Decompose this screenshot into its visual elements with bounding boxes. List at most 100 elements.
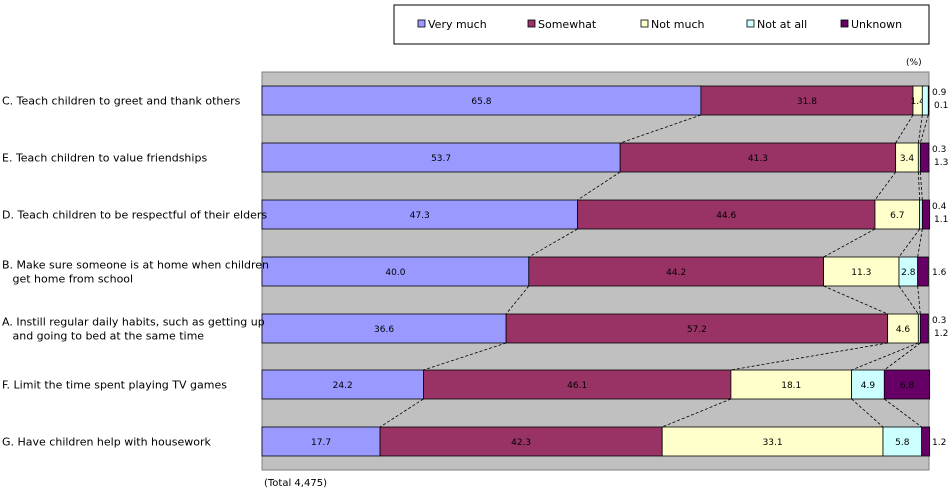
connector-line <box>898 285 919 315</box>
category-label: and going to bed at the same time <box>2 330 204 343</box>
category-label: B. Make sure someone is at home when chi… <box>2 259 269 272</box>
bar-segment-unknown <box>919 313 929 344</box>
data-label: 53.7 <box>431 154 451 164</box>
connector-line <box>884 342 921 371</box>
data-label: 40.0 <box>385 268 405 278</box>
outside-data-label: 1.6 <box>932 268 947 278</box>
outside-data-label: 0.4 <box>932 202 947 212</box>
bar-segment-very-much <box>261 85 702 116</box>
connector-line <box>662 398 732 428</box>
connector-line <box>423 342 507 371</box>
connector-line <box>895 114 914 144</box>
connector-line <box>823 285 888 315</box>
bar-segment-unknown <box>917 256 929 287</box>
bar-segment-not-at-all <box>919 199 923 230</box>
legend-entry: Very much <box>428 18 487 31</box>
legend-box <box>393 4 930 45</box>
data-label: 41.3 <box>748 154 768 164</box>
bar-segment-unknown <box>921 426 931 457</box>
connector-line <box>851 342 919 371</box>
data-label: 6.8 <box>900 381 915 391</box>
bar-segment-very-much <box>261 142 621 173</box>
connector-line <box>577 171 621 201</box>
legend-entry: Not at all <box>757 18 807 31</box>
connector-line <box>884 398 922 428</box>
connector-line <box>874 171 896 201</box>
legend-swatch-very-much <box>417 19 426 28</box>
category-label: D. Teach children to be respectful of th… <box>2 209 267 222</box>
legend-entry: Unknown <box>851 18 902 31</box>
bar-segment-not-much <box>887 313 919 344</box>
bar-segment-not-much <box>823 256 900 287</box>
bar-segment-very-much <box>261 313 507 344</box>
data-label: 6.7 <box>890 211 904 221</box>
legend-swatch-somewhat <box>527 19 536 28</box>
bar-segment-very-much <box>261 199 578 230</box>
total-note: (Total 4,475) <box>264 478 327 489</box>
category-label: C. Teach children to greet and thank oth… <box>2 95 241 108</box>
outside-data-label: 1.3 <box>934 158 948 168</box>
data-label: 4.9 <box>861 381 876 391</box>
data-label: 42.3 <box>511 438 531 448</box>
category-label: E. Teach children to value friendships <box>2 152 207 165</box>
bar-segment-not-much <box>730 369 853 400</box>
legend-swatch-not-at-all <box>746 19 755 28</box>
data-label: 11.3 <box>851 268 871 278</box>
data-label: 44.6 <box>716 211 736 221</box>
bar-segment-very-much <box>261 369 424 400</box>
data-label: 1.4 <box>910 97 925 107</box>
outside-data-label: 0.1 <box>934 101 948 111</box>
connector-line <box>379 398 424 428</box>
bar-segment-not-much <box>661 426 884 457</box>
bar-segment-not-much <box>874 199 921 230</box>
data-label: 5.8 <box>895 438 910 448</box>
outside-data-label: 0.3 <box>932 316 946 326</box>
legend-swatch-not-much <box>640 19 649 28</box>
data-label: 44.2 <box>666 268 686 278</box>
bar-segment-unknown <box>919 142 930 173</box>
outside-data-label: 1.1 <box>934 215 948 225</box>
bar-segment-not-at-all <box>921 85 929 116</box>
data-label: 31.8 <box>797 97 817 107</box>
bar-segment-somewhat <box>505 313 889 344</box>
connector-line <box>851 398 884 428</box>
bar-segment-not-at-all <box>882 426 923 457</box>
outside-data-label: 0.3 <box>932 145 946 155</box>
legend-entry: Somewhat <box>538 18 597 31</box>
bar-segment-somewhat <box>379 426 663 457</box>
bar-segment-not-at-all <box>851 369 885 400</box>
connector-line <box>898 228 920 258</box>
connector-line <box>528 228 578 258</box>
bar-segment-unknown <box>927 85 930 116</box>
bar-segment-unknown <box>883 369 931 400</box>
category-label: A. Instill regular daily habits, such as… <box>2 316 265 329</box>
connector-line <box>505 285 530 315</box>
outside-data-label: 0.9 <box>932 88 947 98</box>
data-label: 46.1 <box>567 381 587 391</box>
data-label: 17.7 <box>311 438 331 448</box>
outside-data-label: 1.2 <box>934 329 948 339</box>
data-label: 57.2 <box>687 325 707 335</box>
bar-segment-very-much <box>261 256 530 287</box>
bar-segment-somewhat <box>619 142 897 173</box>
category-label: G. Have children help with housework <box>2 436 211 449</box>
data-label: 33.1 <box>763 438 783 448</box>
data-label: 47.3 <box>410 211 430 221</box>
legend-swatch-unknown <box>840 19 849 28</box>
bar-segment-very-much <box>261 426 381 457</box>
category-label: get home from school <box>2 273 133 286</box>
outside-data-label: 1.2 <box>932 438 946 448</box>
bar-segment-unknown <box>921 199 931 230</box>
connector-line <box>620 114 702 144</box>
category-label: F. Limit the time spent playing TV games <box>2 379 227 392</box>
connector-line <box>730 342 888 371</box>
legend-entry: Not much <box>651 18 705 31</box>
bar-segment-somewhat <box>423 369 732 400</box>
unit-label: (%) <box>906 58 922 68</box>
data-label: 24.2 <box>333 381 353 391</box>
data-label: 2.8 <box>901 268 916 278</box>
data-label: 65.8 <box>471 97 491 107</box>
data-label: 3.4 <box>900 154 915 164</box>
